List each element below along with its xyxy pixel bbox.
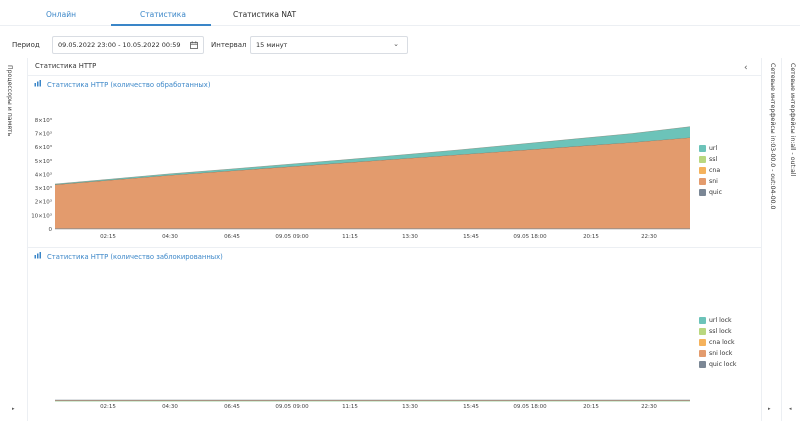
legend-item-quic-lock[interactable]: quic lock (699, 359, 736, 370)
left-collapsed-panel[interactable]: Процессоры и память ▸ (0, 58, 28, 421)
legend-swatch (699, 317, 706, 324)
legend-item-sni-lock[interactable]: sni lock (699, 348, 736, 359)
chart1-title: Статистика HTTP (количество обработанных… (47, 81, 211, 89)
legend-swatch (699, 145, 706, 152)
y-tick-label: 6×10³ (35, 144, 52, 151)
legend-label: quic lock (709, 361, 737, 368)
x-tick-label: 09.05 09:00 (275, 234, 309, 240)
chart1-legend: url ssl cna sni quic (699, 143, 722, 198)
period-label: Период (12, 41, 40, 49)
panel-divider (28, 75, 761, 76)
collapse-panel-icon[interactable]: ‹ (744, 63, 748, 73)
legend-label: url lock (709, 317, 732, 324)
legend-label: sni lock (709, 350, 733, 357)
interval-label: Интервал (211, 41, 247, 49)
x-tick-label: 02:15 (100, 234, 116, 240)
series-area-url (55, 126, 690, 185)
filter-bar: Период 09.05.2022 23:00 - 10.05.2022 00:… (0, 34, 800, 56)
x-tick-label: 11:15 (342, 234, 358, 240)
y-tick-label: 3×10³ (35, 185, 52, 192)
x-tick-label: 15:45 (463, 404, 479, 410)
x-tick-label: 04:30 (162, 234, 178, 240)
tab-online[interactable]: Онлайн (46, 10, 76, 19)
legend-label: cna (709, 167, 721, 174)
legend-label: sni (709, 178, 718, 185)
legend-swatch (699, 156, 706, 163)
legend-item-sni[interactable]: sni (699, 176, 722, 187)
x-tick-label: 20:15 (583, 234, 599, 240)
chart2-title: Статистика HTTP (количество заблокирован… (47, 253, 223, 261)
x-tick-label: 09.05 09:00 (275, 404, 309, 410)
x-tick-label: 09.05 18:00 (513, 234, 547, 240)
active-tab-indicator (111, 24, 211, 26)
interval-value: 15 минут (256, 41, 288, 49)
period-input[interactable]: 09.05.2022 23:00 - 10.05.2022 00:59 (52, 36, 204, 54)
x-tick-label: 22:30 (641, 234, 657, 240)
tabs-divider (0, 25, 800, 26)
legend-item-quic[interactable]: quic (699, 187, 722, 198)
y-tick-label: 2×10³ (35, 199, 52, 206)
legend-item-cna[interactable]: cna (699, 165, 722, 176)
series-line-url (54, 126, 691, 185)
tab-bar: Онлайн Статистика Статистика NAT (0, 0, 800, 28)
legend-label: url (709, 145, 718, 152)
chart-icon (34, 80, 42, 89)
legend-swatch (699, 339, 706, 346)
legend-swatch (699, 189, 706, 196)
y-tick-label: 10×10³ (31, 212, 52, 219)
legend-item-url[interactable]: url (699, 143, 722, 154)
right-collapsed-panel-1[interactable]: Сетевые интерфейсы in:03-00.0 - out:04-0… (761, 58, 781, 421)
x-tick-label: 13:30 (402, 234, 418, 240)
legend-label: ssl (709, 156, 718, 163)
right-collapsed-panel-2[interactable]: Сетевые интерфейсы in:all - out:all ◂ (781, 58, 800, 421)
x-tick-label: 04:30 (162, 404, 178, 410)
x-tick-label: 02:15 (100, 404, 116, 410)
x-tick-label: 15:45 (463, 234, 479, 240)
expand-right-icon-2[interactable]: ◂ (789, 406, 792, 412)
legend-item-ssl-lock[interactable]: ssl lock (699, 326, 736, 337)
x-tick-label: 13:30 (402, 404, 418, 410)
chart1-header: Статистика HTTP (количество обработанных… (34, 80, 210, 89)
tab-statistics-nat[interactable]: Статистика NAT (233, 10, 297, 19)
legend-item-cna-lock[interactable]: cna lock (699, 337, 736, 348)
processed-area-chart: 0 10×10³ 2×10³ 3×10³ 4×10³ 5×10³ 6×10³ 7×10³ 8×1… (31, 117, 691, 240)
y-tick-label: 0 (49, 227, 53, 233)
x-tick-label: 09.05 18:00 (513, 404, 547, 410)
legend-swatch (699, 350, 706, 357)
tab-statistics[interactable]: Статистика (140, 10, 186, 19)
legend-label: quic (709, 189, 722, 196)
legend-swatch (699, 167, 706, 174)
interval-select[interactable]: 15 минут ⌄ (250, 36, 408, 54)
legend-swatch (699, 178, 706, 185)
legend-item-ssl[interactable]: ssl (699, 154, 722, 165)
legend-swatch (699, 361, 706, 368)
expand-left-icon[interactable]: ▸ (12, 406, 15, 412)
x-tick-label: 06:45 (224, 404, 240, 410)
x-tick-label: 20:15 (583, 404, 599, 410)
blocked-line-chart: 02:15 04:30 06:45 09.05 09:00 11:15 13:30 15:4… (55, 399, 690, 410)
y-tick-label: 5×10³ (35, 158, 52, 165)
legend-swatch (699, 328, 706, 335)
x-tick-label: 22:30 (641, 404, 657, 410)
legend-label: ssl lock (709, 328, 732, 335)
expand-right-icon-1[interactable]: ▸ (768, 406, 771, 412)
chart2-legend: url lock ssl lock cna lock sni lock quic loc… (699, 315, 736, 370)
y-tick-label: 4×10³ (35, 171, 52, 178)
period-value: 09.05.2022 23:00 - 10.05.2022 00:59 (58, 41, 181, 49)
charts-divider (28, 247, 761, 248)
panel-title: Статистика HTTP (35, 62, 97, 70)
chart2-header: Статистика HTTP (количество заблокирован… (34, 252, 223, 261)
chevron-down-icon: ⌄ (393, 40, 399, 48)
x-tick-label: 06:45 (224, 234, 240, 240)
y-tick-label: 7×10³ (35, 130, 52, 137)
series-area-sni (55, 137, 690, 229)
legend-item-url-lock[interactable]: url lock (699, 315, 736, 326)
calendar-icon[interactable] (190, 41, 198, 49)
x-tick-label: 11:15 (342, 404, 358, 410)
legend-label: cna lock (709, 339, 735, 346)
y-tick-label: 8×10³ (35, 117, 52, 124)
chart-icon (34, 252, 42, 261)
